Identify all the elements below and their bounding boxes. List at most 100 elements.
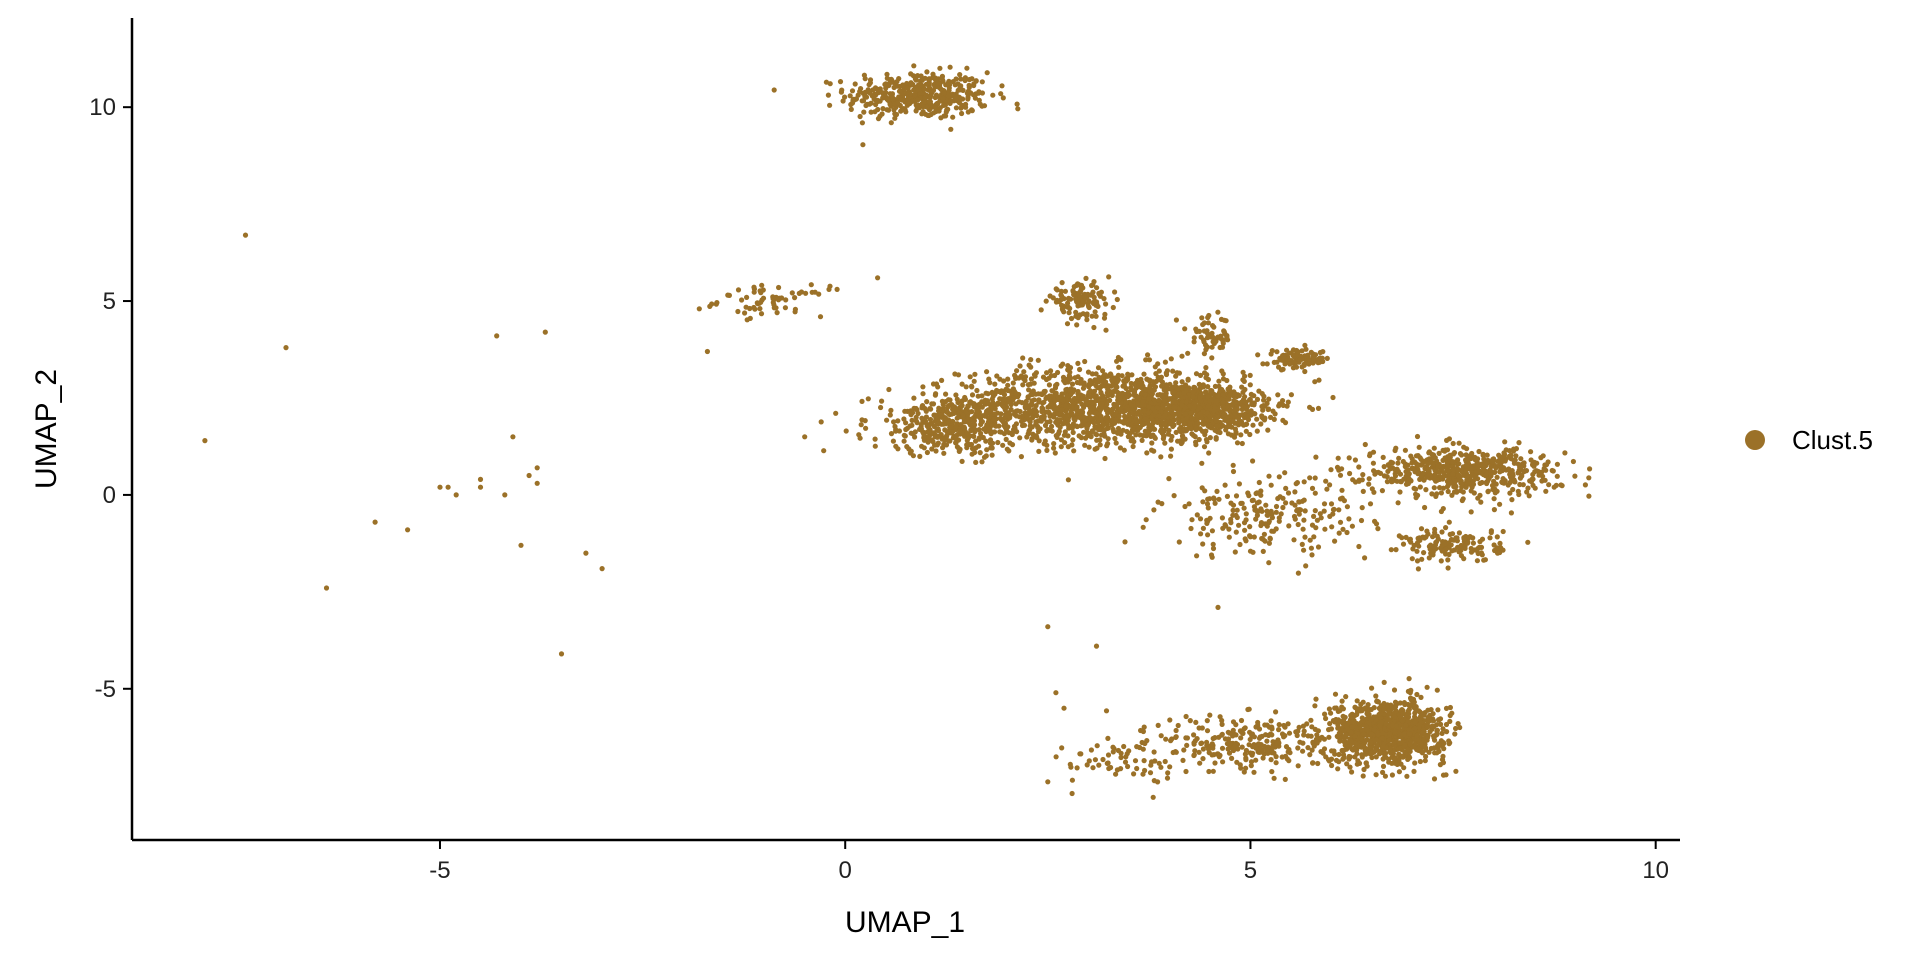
data-point <box>1288 392 1294 398</box>
data-point <box>1210 545 1217 552</box>
data-point <box>867 90 873 96</box>
data-point <box>1266 473 1272 479</box>
data-point <box>1280 354 1287 360</box>
data-point <box>1248 391 1254 397</box>
data-point <box>979 459 985 465</box>
data-point <box>1400 458 1406 465</box>
data-point <box>966 76 973 83</box>
data-point <box>1467 465 1473 471</box>
data-point <box>1443 721 1450 728</box>
data-point <box>1436 450 1442 456</box>
data-point <box>956 100 963 106</box>
data-point <box>1041 388 1047 395</box>
data-point <box>1453 768 1459 774</box>
data-point <box>1353 725 1359 731</box>
data-point <box>1530 471 1536 478</box>
data-point <box>947 397 953 403</box>
data-point <box>1055 411 1061 417</box>
data-point <box>1100 368 1106 374</box>
data-point <box>1065 421 1071 428</box>
data-point <box>1280 398 1286 404</box>
data-point <box>1372 518 1378 525</box>
data-point <box>1060 361 1066 367</box>
data-point <box>1016 414 1022 420</box>
data-point <box>862 418 868 424</box>
data-point <box>1316 359 1323 365</box>
data-point <box>963 384 969 390</box>
data-point <box>887 412 893 418</box>
data-point <box>1128 380 1134 387</box>
data-point <box>1008 406 1014 413</box>
data-point <box>985 407 991 413</box>
data-point <box>1006 448 1012 454</box>
data-point <box>1392 714 1398 720</box>
data-point <box>1120 409 1127 415</box>
data-point <box>893 428 899 434</box>
data-point <box>1275 392 1281 398</box>
data-point <box>1000 95 1006 101</box>
data-point <box>1543 462 1550 468</box>
data-point <box>1407 690 1413 696</box>
data-point <box>861 109 867 115</box>
data-point <box>896 88 903 94</box>
data-point <box>1171 493 1177 499</box>
data-point <box>1494 545 1500 551</box>
data-point <box>1122 539 1128 545</box>
data-point <box>1436 741 1442 747</box>
data-point <box>1086 444 1092 450</box>
data-point <box>1247 736 1253 743</box>
data-point <box>816 291 822 297</box>
data-point <box>891 84 897 91</box>
data-point <box>1222 736 1228 742</box>
data-point <box>1057 417 1063 423</box>
data-point <box>821 448 827 454</box>
data-point <box>1151 448 1157 454</box>
data-point <box>1146 396 1152 402</box>
data-point <box>1426 555 1432 561</box>
data-point <box>847 93 853 99</box>
data-point <box>1213 398 1219 404</box>
data-point <box>892 111 898 117</box>
data-point <box>1357 743 1363 749</box>
data-point <box>923 408 929 414</box>
data-point <box>1492 490 1498 496</box>
data-point <box>1236 522 1242 528</box>
data-point <box>945 403 951 409</box>
data-point <box>1282 361 1288 367</box>
data-point <box>1224 403 1230 410</box>
data-point <box>1404 773 1410 779</box>
data-point <box>958 76 964 82</box>
data-point <box>859 398 865 404</box>
data-point <box>1165 431 1172 437</box>
data-point <box>1369 685 1375 691</box>
data-point <box>1311 513 1317 520</box>
data-point <box>1471 490 1477 496</box>
data-point <box>1339 487 1345 493</box>
data-point <box>1336 759 1342 765</box>
data-point <box>1394 478 1400 484</box>
data-point <box>1410 744 1417 750</box>
data-point <box>1269 515 1275 521</box>
data-point <box>999 83 1005 89</box>
data-point <box>1233 430 1239 436</box>
data-point <box>1071 448 1077 454</box>
data-point <box>825 92 832 98</box>
data-point <box>1554 473 1560 479</box>
data-point <box>937 65 943 71</box>
data-point <box>1301 732 1307 738</box>
data-point <box>1444 437 1450 443</box>
data-point <box>1439 730 1445 737</box>
data-point <box>1315 405 1322 411</box>
data-point <box>1310 354 1317 360</box>
data-point <box>1143 517 1149 523</box>
data-point <box>1463 452 1469 458</box>
data-point <box>1291 537 1297 543</box>
data-point <box>1238 419 1245 425</box>
data-point <box>1440 726 1446 732</box>
data-point <box>979 413 986 419</box>
data-point <box>1097 437 1103 443</box>
data-point <box>1324 355 1330 361</box>
data-point <box>1196 328 1203 334</box>
data-point <box>929 446 935 452</box>
data-point <box>892 115 898 121</box>
